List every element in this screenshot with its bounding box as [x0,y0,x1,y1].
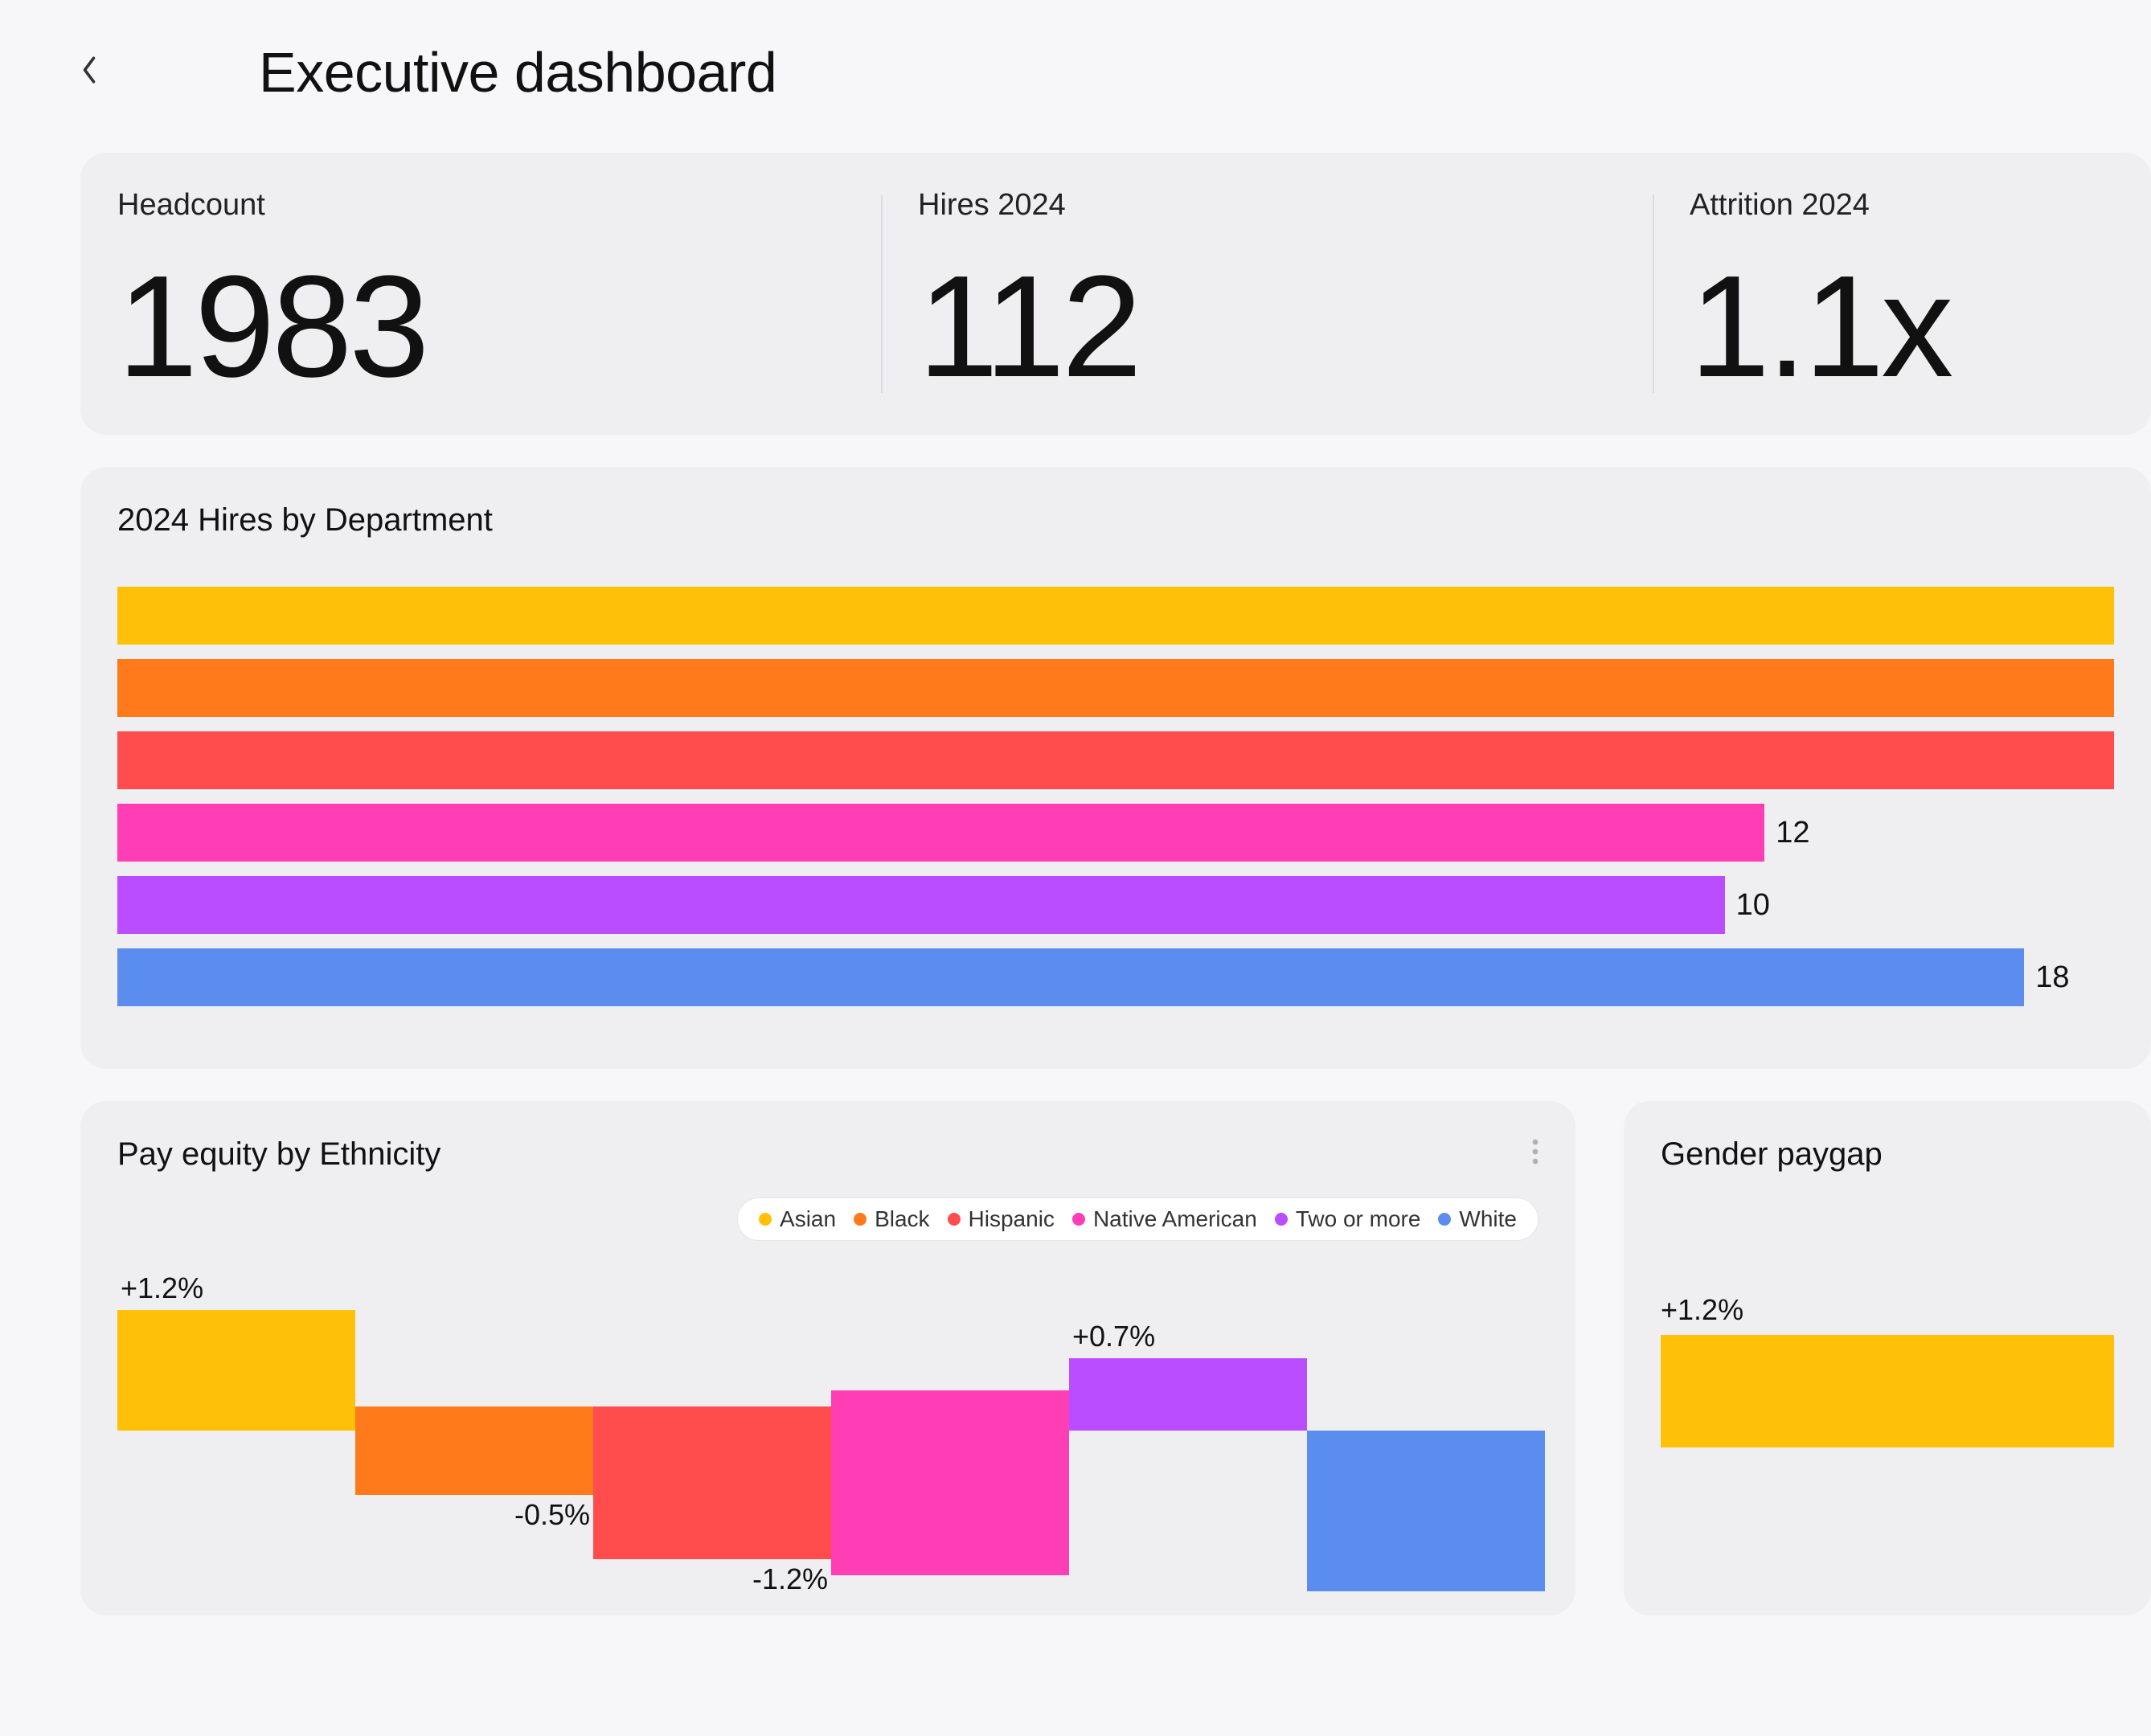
hires-bar-chart: 12 10 18 [117,587,2114,1006]
hires-bar [117,731,2114,789]
hires-bar-value: 18 [2035,960,2069,995]
back-icon[interactable] [80,55,98,91]
hires-bar-row: 18 [117,948,2114,1006]
section-title: 2024 Hires by Department [117,502,2114,538]
hires-bar-row: 10 [117,876,2114,934]
pay-equity-bar [831,1390,1069,1575]
hires-by-dept-card: 2024 Hires by Department 12 10 18 [80,467,2151,1069]
legend-label: Two or more [1296,1206,1421,1232]
hires-bar [117,876,1725,934]
hires-bar-row: 12 [117,804,2114,862]
hires-bar-row [117,587,2114,645]
kpi-value: 1983 [117,255,844,399]
legend-swatch [948,1213,961,1226]
hires-bar [117,659,2114,717]
pay-equity-col: +0.7% [1069,1310,1307,1615]
legend-label: Black [875,1206,929,1232]
legend-item: Two or more [1275,1206,1421,1232]
pay-equity-value-label: +0.7% [1072,1320,1155,1353]
legend-swatch [759,1213,772,1226]
legend-swatch [1275,1213,1288,1226]
kpi-label: Attrition 2024 [1690,188,2114,223]
gender-gap-bar [1661,1335,2114,1447]
hires-bar-value: 12 [1776,816,1809,850]
kpi-value: 1.1x [1690,255,2114,399]
page-title: Executive dashboard [259,40,776,104]
hires-bar-row [117,731,2114,789]
hires-bar [117,948,2024,1006]
hires-bar-row [117,659,2114,717]
pay-equity-bar [1069,1358,1307,1431]
pay-equity-value-label: -0.5% [514,1498,590,1532]
legend-item: Native American [1072,1206,1257,1232]
section-title: Gender paygap [1661,1136,2114,1173]
hires-bar [117,804,1764,862]
pay-equity-col: -0.5% [355,1310,593,1615]
gender-gap-label: +1.2% [1661,1293,2114,1327]
hires-bar-value: 10 [1736,888,1770,923]
legend-item: Hispanic [948,1206,1055,1232]
legend-swatch [1438,1213,1451,1226]
legend-swatch [854,1213,867,1226]
pay-equity-chart: +1.2% -0.5% -1.2% +0.7% [117,1310,1538,1615]
pay-equity-col: +1.2% [117,1310,355,1615]
legend-item: Asian [759,1206,836,1232]
gender-paygap-card: Gender paygap +1.2% [1624,1101,2151,1615]
section-title: Pay equity by Ethnicity [117,1136,440,1173]
legend: Asian Black Hispanic Native American Two or … [737,1198,1538,1241]
pay-equity-bar [1307,1431,1545,1591]
pay-equity-value-label: +1.2% [121,1271,203,1305]
legend-label: White [1459,1206,1517,1232]
legend-swatch [1072,1213,1085,1226]
kpi-attrition: Attrition 2024 1.1x [1653,188,2151,399]
pay-equity-col: -1.2% [593,1310,831,1615]
pay-equity-bar [593,1406,831,1559]
kpi-label: Headcount [117,188,844,223]
hires-bar [117,587,2114,645]
legend-label: Asian [780,1206,836,1232]
kpi-headcount: Headcount 1983 [117,188,881,399]
legend-item: Black [854,1206,929,1232]
pay-equity-value-label: -1.2% [752,1562,828,1596]
pay-equity-card: Pay equity by Ethnicity Asian Black Hispan… [80,1101,1575,1615]
legend-label: Hispanic [969,1206,1055,1232]
kpi-hires: Hires 2024 112 [881,188,1653,399]
page-header: Executive dashboard [80,40,2151,104]
pay-equity-bar [355,1406,593,1495]
pay-equity-col [1307,1310,1545,1615]
legend-label: Native American [1093,1206,1257,1232]
legend-item: White [1438,1206,1517,1232]
pay-equity-col [831,1310,1069,1615]
kpi-value: 112 [918,255,1616,399]
kpi-card: Headcount 1983 Hires 2024 112 Attrition … [80,153,2151,435]
more-icon[interactable] [1532,1139,1538,1171]
pay-equity-bar [117,1310,355,1431]
kpi-label: Hires 2024 [918,188,1616,223]
